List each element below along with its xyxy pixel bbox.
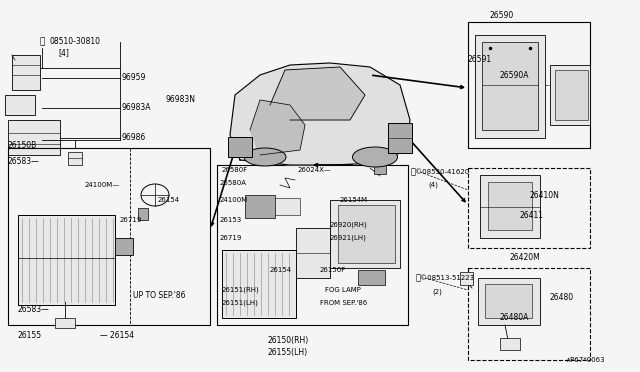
- Text: 26153: 26153: [220, 217, 243, 223]
- Ellipse shape: [244, 148, 286, 166]
- Text: 26480: 26480: [550, 294, 574, 302]
- Text: 96983A: 96983A: [122, 103, 152, 112]
- Bar: [478, 278, 540, 325]
- Text: 26921(LH): 26921(LH): [330, 235, 367, 241]
- Text: ©08530-41620: ©08530-41620: [415, 169, 469, 175]
- Bar: [468, 22, 590, 148]
- Polygon shape: [270, 67, 365, 120]
- Text: 26719: 26719: [220, 235, 243, 241]
- Bar: [275, 198, 300, 215]
- Text: FOG LAMP: FOG LAMP: [325, 287, 361, 293]
- Text: 26150(RH): 26150(RH): [268, 336, 309, 344]
- Text: 96986: 96986: [122, 134, 147, 142]
- Bar: [485, 284, 532, 318]
- Text: 26150B: 26150B: [8, 141, 37, 150]
- Bar: [296, 228, 330, 278]
- Bar: [115, 238, 133, 255]
- Text: 24100M—: 24100M—: [85, 182, 120, 188]
- Polygon shape: [250, 100, 305, 155]
- Bar: [222, 250, 296, 318]
- Bar: [330, 200, 400, 268]
- Bar: [475, 35, 545, 138]
- Text: 26583—: 26583—: [8, 157, 40, 167]
- Text: 26590A: 26590A: [500, 71, 529, 80]
- Text: 26150F: 26150F: [320, 267, 346, 273]
- Text: 26580F: 26580F: [222, 167, 248, 173]
- Text: ∧P67*0063: ∧P67*0063: [565, 357, 605, 363]
- Text: Ⓢ: Ⓢ: [415, 273, 420, 282]
- Text: 24100M: 24100M: [220, 197, 248, 203]
- Bar: [468, 168, 590, 248]
- Text: 26591: 26591: [468, 55, 492, 64]
- Text: 26411: 26411: [520, 211, 544, 219]
- Text: 26420M: 26420M: [510, 253, 541, 263]
- Bar: [338, 205, 395, 263]
- Bar: [358, 270, 385, 285]
- Bar: [374, 163, 386, 174]
- Text: Ⓢ: Ⓢ: [410, 167, 415, 176]
- Text: 08510-30810: 08510-30810: [50, 38, 101, 46]
- Text: 26151(LH): 26151(LH): [222, 300, 259, 306]
- Bar: [460, 272, 473, 285]
- Bar: [482, 42, 538, 130]
- Text: 26719: 26719: [120, 217, 142, 223]
- Text: 96983N: 96983N: [165, 96, 195, 105]
- Bar: [550, 65, 590, 125]
- Bar: [555, 70, 588, 120]
- Text: UP TO SEP.'86: UP TO SEP.'86: [133, 291, 186, 299]
- Text: FROM SEP.'86: FROM SEP.'86: [320, 300, 367, 306]
- Text: 26590: 26590: [490, 10, 515, 19]
- Text: 26155: 26155: [18, 330, 42, 340]
- Text: 26024X—: 26024X—: [298, 167, 332, 173]
- Text: 26920(RH): 26920(RH): [330, 222, 368, 228]
- Ellipse shape: [353, 147, 397, 167]
- Text: 26480A: 26480A: [500, 314, 529, 323]
- Bar: [228, 137, 252, 157]
- Text: 26154M: 26154M: [340, 197, 368, 203]
- Polygon shape: [230, 63, 410, 165]
- Text: 26580A: 26580A: [220, 180, 247, 186]
- Bar: [138, 208, 148, 220]
- Text: 96959: 96959: [122, 74, 147, 83]
- Bar: [245, 195, 275, 218]
- Bar: [5, 95, 35, 115]
- Text: 26410N: 26410N: [530, 190, 560, 199]
- Text: 26154: 26154: [270, 267, 292, 273]
- Text: 26151(RH): 26151(RH): [222, 287, 260, 293]
- Text: 26154: 26154: [158, 197, 180, 203]
- Bar: [68, 152, 82, 165]
- Text: ©08513-51223: ©08513-51223: [420, 275, 474, 281]
- Bar: [217, 165, 408, 325]
- Bar: [55, 318, 75, 328]
- Text: Ⓢ: Ⓢ: [39, 38, 45, 46]
- Text: (2): (2): [432, 289, 442, 295]
- Bar: [8, 148, 210, 325]
- Bar: [12, 55, 40, 90]
- Bar: [500, 338, 520, 350]
- Bar: [8, 120, 60, 155]
- Bar: [18, 215, 115, 305]
- Bar: [468, 268, 590, 360]
- Bar: [488, 182, 532, 230]
- Text: (4): (4): [428, 182, 438, 188]
- Bar: [388, 123, 412, 153]
- Text: — 26154: — 26154: [100, 330, 134, 340]
- Text: 26583—: 26583—: [18, 305, 50, 314]
- Bar: [480, 175, 540, 238]
- Text: [4]: [4]: [58, 48, 69, 58]
- Text: 26155(LH): 26155(LH): [268, 349, 308, 357]
